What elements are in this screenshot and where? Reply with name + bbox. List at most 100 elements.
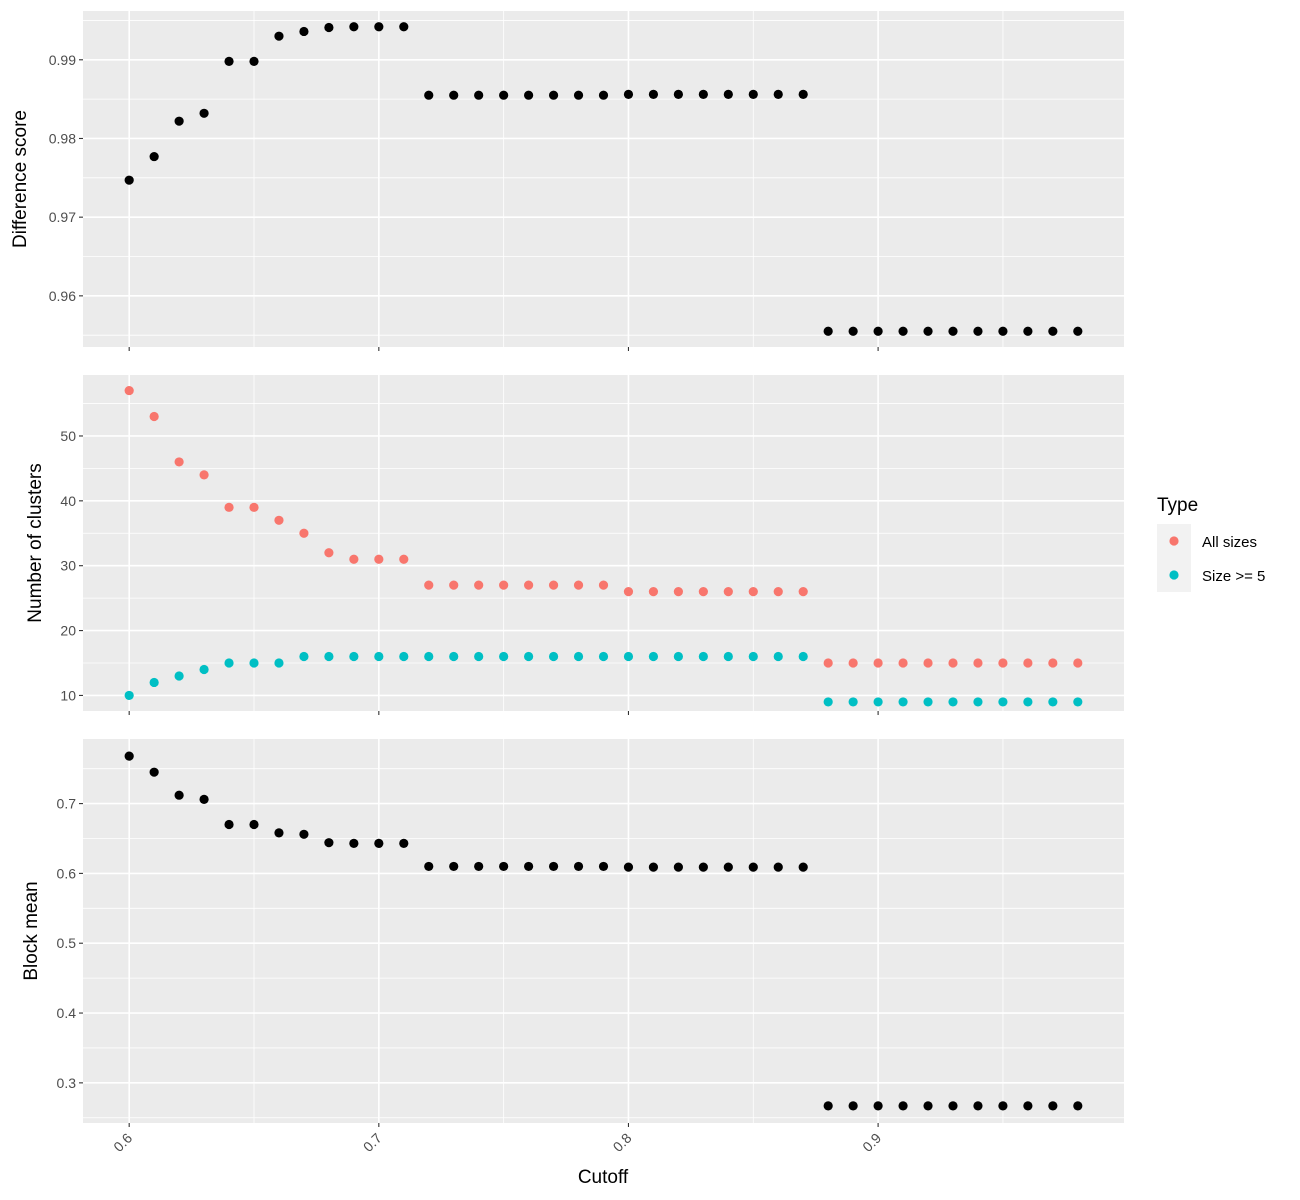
y-tick-label: 30 — [60, 558, 76, 574]
data-point — [324, 838, 334, 848]
data-point — [199, 794, 209, 804]
data-point — [973, 1101, 983, 1111]
y-tick-label: 10 — [60, 687, 76, 703]
panel-3: 0.3 0.4 0.5 0.6 0.7 Block mean — [21, 739, 1124, 1127]
data-point — [174, 671, 184, 681]
data-point — [349, 838, 359, 848]
data-point — [623, 587, 634, 597]
data-point — [424, 651, 434, 662]
data-point — [773, 651, 783, 662]
data-point — [449, 651, 459, 662]
data-point — [748, 651, 758, 662]
data-point — [499, 90, 509, 100]
data-point — [474, 651, 484, 662]
data-point — [349, 554, 359, 564]
data-point — [174, 116, 184, 126]
data-point — [399, 554, 409, 564]
panel-2: 10 20 30 40 50 Number of clusters — [25, 375, 1124, 715]
data-point — [998, 697, 1008, 707]
data-point — [848, 658, 858, 668]
data-point — [623, 89, 634, 100]
data-point — [823, 1101, 833, 1111]
data-point — [524, 90, 534, 100]
data-point — [873, 326, 883, 336]
data-point — [873, 697, 883, 707]
data-point — [573, 651, 584, 662]
data-point — [474, 580, 484, 590]
data-point — [1023, 1101, 1033, 1111]
data-point — [998, 326, 1008, 336]
data-point — [1048, 697, 1058, 707]
data-point — [573, 580, 584, 590]
data-point — [898, 1101, 908, 1111]
data-point — [848, 1101, 858, 1111]
data-point — [499, 861, 509, 872]
data-point — [149, 677, 159, 688]
data-point — [524, 580, 534, 590]
legend-label: All sizes — [1202, 534, 1257, 551]
data-point — [449, 861, 459, 872]
data-point — [1023, 697, 1033, 707]
data-point — [324, 651, 334, 662]
data-point — [673, 587, 683, 597]
data-point — [923, 658, 933, 668]
panel-background — [83, 11, 1124, 347]
data-point — [548, 651, 559, 662]
data-point — [723, 862, 733, 872]
data-point — [149, 767, 159, 777]
data-point — [748, 862, 758, 872]
data-point — [424, 861, 434, 872]
data-point — [124, 751, 134, 761]
data-point — [798, 587, 808, 597]
data-point — [848, 326, 858, 336]
data-point — [598, 580, 609, 590]
y-tick-label: 0.7 — [57, 796, 77, 812]
data-point — [274, 828, 284, 838]
data-point — [299, 829, 309, 839]
data-point — [374, 22, 384, 32]
data-point — [249, 56, 259, 66]
data-point — [948, 697, 958, 707]
data-point — [673, 89, 683, 100]
data-point — [598, 90, 609, 100]
y-tick-label: 50 — [60, 428, 76, 444]
data-point — [573, 90, 584, 100]
data-point — [124, 690, 134, 701]
data-point — [648, 587, 659, 597]
data-point — [349, 22, 359, 32]
data-point — [898, 697, 908, 707]
panel-background — [83, 739, 1124, 1123]
data-point — [823, 658, 833, 668]
data-point — [723, 587, 733, 597]
data-point — [598, 651, 609, 662]
data-point — [973, 326, 983, 336]
data-point — [1048, 1101, 1058, 1111]
x-axis-title: Cutoff — [578, 1167, 629, 1188]
data-point — [299, 528, 309, 538]
data-point — [199, 470, 209, 480]
data-point — [149, 411, 159, 422]
data-point — [748, 587, 758, 597]
legend: Type All sizes Size >= 5 — [1157, 495, 1265, 592]
legend-title: Type — [1157, 495, 1198, 516]
data-point — [648, 89, 659, 100]
data-point — [149, 151, 159, 162]
data-point — [349, 651, 359, 662]
data-point — [274, 658, 284, 668]
data-point — [424, 90, 434, 100]
y-axis-title: Difference score — [10, 110, 31, 248]
data-point — [673, 651, 683, 662]
data-point — [199, 664, 209, 675]
data-point — [174, 457, 184, 467]
data-point — [1073, 326, 1083, 336]
data-point — [898, 326, 908, 336]
y-axis-title: Number of clusters — [25, 463, 46, 622]
data-point — [798, 651, 808, 662]
data-point — [673, 862, 683, 872]
data-point — [249, 502, 259, 512]
data-point — [499, 580, 509, 590]
data-point — [1023, 658, 1033, 668]
data-point — [399, 651, 409, 662]
y-axis-title: Block mean — [21, 881, 42, 980]
